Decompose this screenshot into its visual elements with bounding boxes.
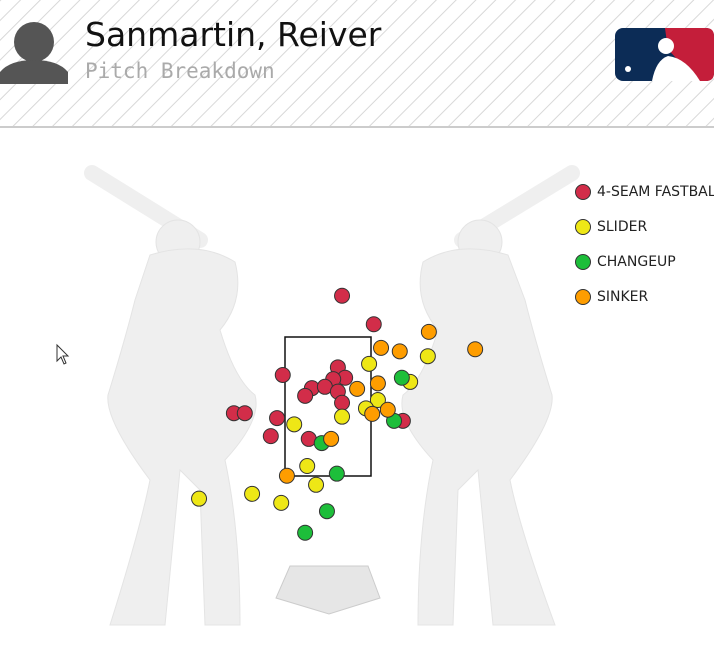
pitch-dot [297,387,314,404]
pitch-dot [334,408,351,425]
pitch-dot [191,490,208,507]
pitch-dot [369,375,386,392]
pitch-dot [278,467,295,484]
mouse-cursor [56,343,70,365]
home-plate [275,565,381,615]
mlb-logo [615,28,714,81]
pitch-dot [369,391,386,408]
pitch-dot [391,343,408,360]
pitch-dot [364,405,381,422]
pitch-dot [349,380,366,397]
pitch-dot [419,348,436,365]
batter-silhouettes [84,165,580,626]
pitch-dot [467,341,484,358]
legend: 4-SEAM FASTBALL SLIDER CHANGEUP SINKER [575,184,714,305]
pitch-dot [318,503,335,520]
legend-swatch [575,289,591,305]
legend-label: SINKER [597,289,649,305]
pitch-dot [334,287,351,304]
pitch-dot [273,494,290,511]
legend-label: CHANGEUP [597,254,676,270]
pitch-dot [361,355,378,372]
legend-swatch [575,254,591,270]
pitch-dot [420,323,437,340]
subtitle: Pitch Breakdown [85,59,275,83]
pitch-dot [244,485,261,502]
pitch-dot [308,476,325,493]
pitch-dot [274,366,291,383]
pitch-dot [393,369,410,386]
pitch-dot [328,465,345,482]
pitch-dot [373,339,390,356]
header: Sanmartin, Reiver Pitch Breakdown [0,0,714,128]
header-bg [0,0,714,127]
pitch-plot [191,287,484,541]
legend-swatch [575,219,591,235]
pitch-dot [286,416,303,433]
pitch-dot [334,394,351,411]
avatar [0,22,68,84]
legend-swatch [575,184,591,200]
pitch-dot [262,428,279,445]
legend-label: 4-SEAM FASTBALL [597,184,714,200]
pitch-dot [269,410,286,427]
player-name: Sanmartin, Reiver [85,15,382,54]
strike-zone [284,336,372,477]
legend-label: SLIDER [597,219,647,235]
pitch-dot [297,524,314,541]
pitch-dot [323,430,340,447]
pitch-dot [299,458,316,475]
pitch-dot [365,316,382,333]
pitch-dot [379,401,396,418]
pitch-dot [236,405,253,422]
